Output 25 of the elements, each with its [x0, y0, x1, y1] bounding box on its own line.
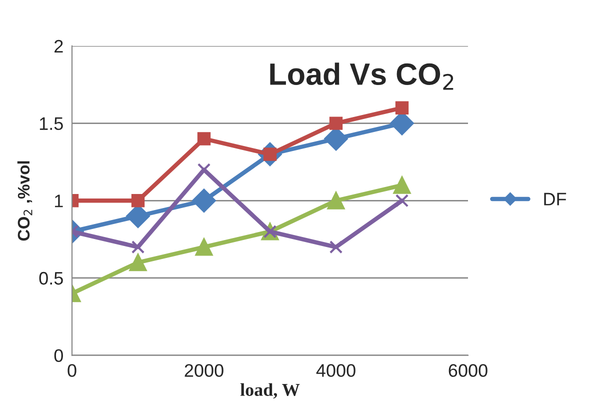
- point: [131, 194, 145, 208]
- x-tick-label: 0: [68, 364, 76, 377]
- point: [393, 176, 411, 194]
- point: [197, 132, 211, 146]
- y-tick-label: 1: [55, 194, 63, 208]
- point: [329, 116, 343, 130]
- point: [395, 194, 409, 208]
- y-tick-label: 2: [54, 40, 63, 53]
- point: [329, 240, 343, 254]
- legend-label: DF: [544, 192, 566, 206]
- y-tick-label: 1.5: [40, 117, 63, 130]
- point: [192, 188, 216, 212]
- point: [195, 238, 213, 256]
- x-axis-title: load, W: [240, 383, 300, 399]
- y-tick-label: 0: [54, 349, 63, 362]
- x-tick-label: 4000: [316, 364, 356, 377]
- y-axis-title: CO$_{2}$ ,%vol: [17, 161, 32, 241]
- x-tick-label: 2000: [184, 364, 224, 377]
- point: [327, 192, 345, 210]
- x-tick-label: 6000: [448, 364, 488, 377]
- chart-title: Load Vs CO$_{2}$: [270, 62, 454, 90]
- point: [395, 101, 409, 114]
- point: [129, 254, 147, 272]
- point: [131, 240, 145, 254]
- y-tick-label: 0.5: [39, 272, 63, 285]
